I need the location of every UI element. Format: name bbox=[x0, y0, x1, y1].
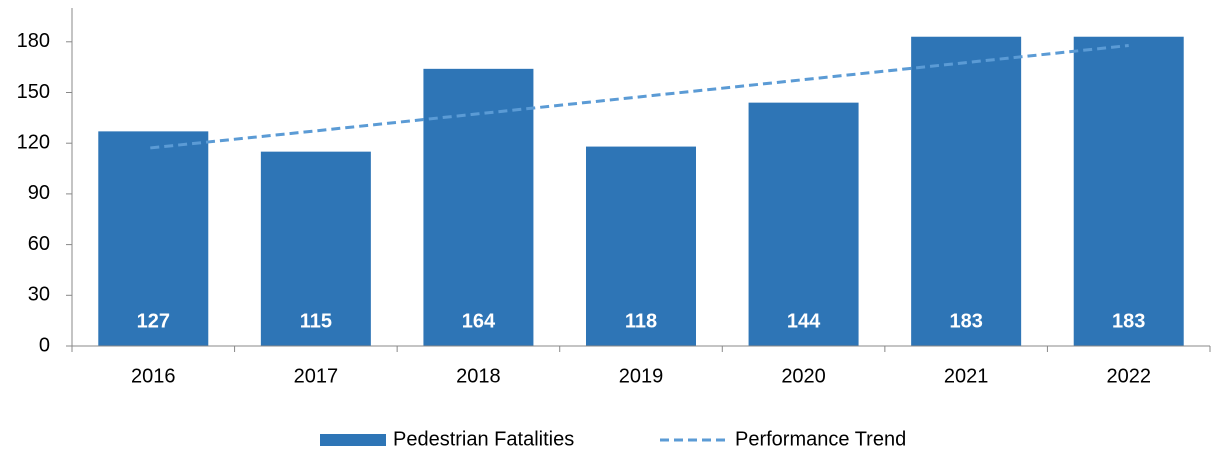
x-tick-label: 2018 bbox=[456, 365, 501, 387]
value-label: 118 bbox=[625, 310, 657, 332]
legend-label: Pedestrian Fatalities bbox=[393, 428, 574, 450]
x-tick-label: 2016 bbox=[131, 365, 176, 387]
bar bbox=[1073, 36, 1184, 346]
x-tick-label: 2020 bbox=[781, 365, 826, 387]
value-label: 183 bbox=[949, 310, 982, 332]
x-tick-label: 2019 bbox=[619, 365, 664, 387]
trend-line bbox=[150, 44, 1129, 150]
legend-label: Performance Trend bbox=[735, 428, 906, 450]
value-label: 183 bbox=[1112, 310, 1145, 332]
bar bbox=[586, 146, 696, 346]
value-label: 115 bbox=[300, 310, 332, 332]
y-tick-label: 90 bbox=[28, 182, 50, 204]
bar bbox=[98, 131, 209, 346]
bar bbox=[260, 151, 371, 346]
bar bbox=[911, 36, 1022, 346]
bar bbox=[748, 102, 859, 346]
value-label: 127 bbox=[137, 310, 170, 332]
y-tick-label: 30 bbox=[28, 284, 50, 306]
y-tick-label: 180 bbox=[17, 30, 50, 52]
x-tick-label: 2021 bbox=[944, 365, 989, 387]
x-tick-label: 2017 bbox=[294, 365, 339, 387]
y-tick-label: 60 bbox=[28, 233, 50, 255]
legend-swatch bbox=[320, 434, 386, 446]
y-tick-label: 120 bbox=[17, 131, 50, 153]
value-label: 144 bbox=[787, 310, 821, 332]
x-tick-label: 2022 bbox=[1106, 365, 1151, 387]
value-label: 164 bbox=[462, 310, 496, 332]
y-tick-label: 0 bbox=[39, 334, 50, 356]
y-tick-label: 150 bbox=[17, 81, 50, 103]
